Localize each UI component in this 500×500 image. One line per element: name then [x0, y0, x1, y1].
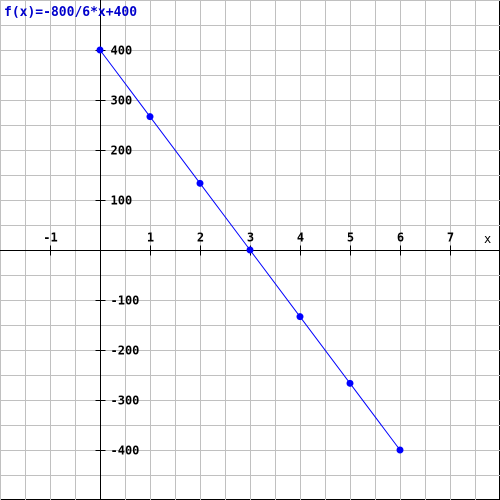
y-tick-label: -100: [111, 294, 140, 308]
x-tick-label: 5: [347, 231, 354, 245]
y-tick-label: -400: [111, 444, 140, 458]
x-tick-label: 2: [197, 231, 204, 245]
data-point: [196, 179, 204, 187]
x-axis-label: x: [484, 232, 491, 246]
x-tick-label: 4: [297, 231, 304, 245]
y-tick-label: 400: [111, 44, 133, 58]
series-layer: [96, 46, 404, 454]
x-tick-label: 6: [397, 231, 404, 245]
x-tick-label: 1: [147, 231, 154, 245]
data-point: [96, 46, 104, 54]
y-tick-label: 300: [111, 94, 133, 108]
y-tick-label: 100: [111, 194, 133, 208]
data-point: [146, 113, 154, 121]
x-tick-label: 3: [247, 231, 254, 245]
x-tick-label: 7: [447, 231, 454, 245]
y-tick-label: -200: [111, 344, 140, 358]
data-point: [396, 446, 404, 454]
x-tick-label: -1: [43, 231, 57, 245]
data-point: [346, 379, 354, 387]
tick-labels: -1 1 2 3 4 5 6 7 400 300 200 100 -100 -200 -300 -400: [43, 44, 454, 458]
data-point: [246, 246, 254, 254]
data-point: [296, 313, 304, 321]
chart-title: f(x)=-800/6*x+400: [4, 5, 137, 20]
y-tick-label: -300: [111, 394, 140, 408]
y-tick-label: 200: [111, 144, 133, 158]
